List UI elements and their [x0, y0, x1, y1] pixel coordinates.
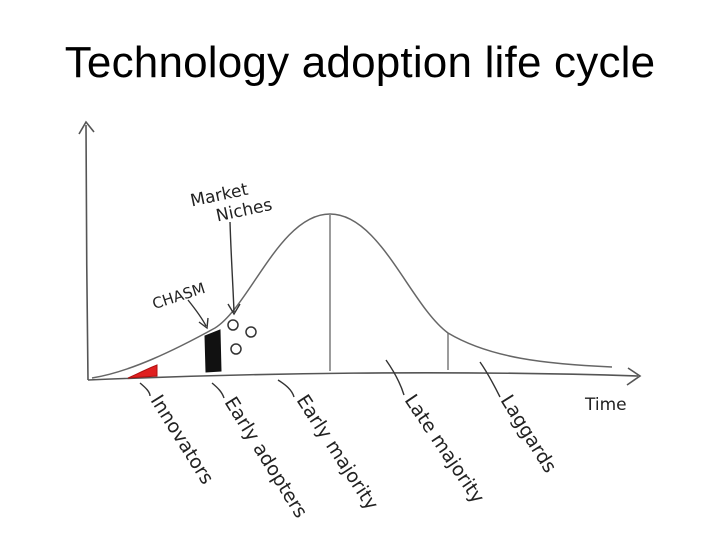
market-niche-circle — [227, 319, 239, 331]
segment-label-laggards: Laggards — [496, 391, 561, 477]
chasm-bar — [204, 329, 222, 373]
early-majority-leader — [277, 379, 295, 398]
innovators-leader — [139, 382, 151, 397]
x-axis-arrowhead — [626, 367, 642, 386]
market-niches-arrowhead — [227, 303, 241, 316]
x-axis — [87, 371, 639, 381]
segment-label-innovators: Innovators — [146, 391, 218, 488]
market-niches-arrow — [229, 221, 235, 313]
late-majority-leader — [385, 359, 405, 396]
chasm-label: CHASM — [150, 279, 207, 313]
adoption-bell-curve — [91, 213, 613, 379]
segment-label-early-adopters: Early adopters — [220, 393, 312, 522]
segment-label-late-majority: Late majority — [400, 390, 489, 507]
slide-title: Technology adoption life cycle — [64, 38, 656, 87]
laggards-leader — [479, 361, 501, 398]
innovators-region — [127, 364, 158, 379]
y-axis-arrowhead — [78, 120, 95, 135]
y-axis — [85, 124, 89, 381]
market-niche-circle — [230, 343, 242, 355]
x-axis-label: Time — [584, 395, 627, 415]
segment-label-early-majority: Early majority — [292, 391, 383, 514]
market-niche-circle — [245, 326, 257, 338]
early-adopters-leader — [211, 382, 225, 399]
chasm-arrowhead — [198, 317, 209, 330]
chasm-arrow — [187, 299, 207, 327]
